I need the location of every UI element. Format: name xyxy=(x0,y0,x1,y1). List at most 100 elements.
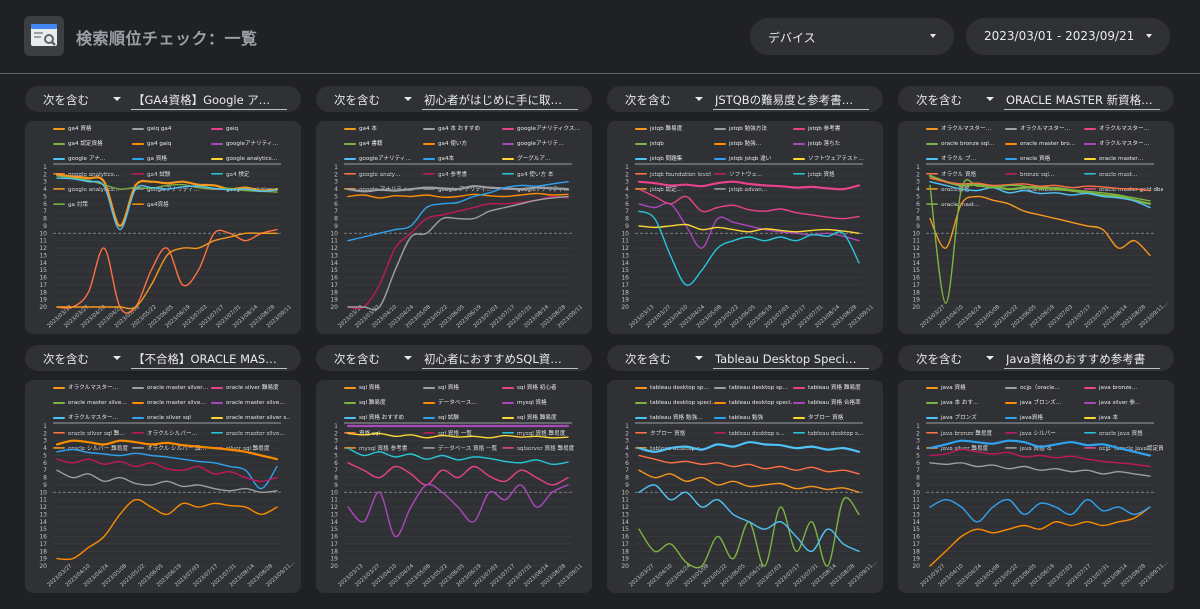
legend-item[interactable]: oracle bronze sql… xyxy=(926,139,1005,150)
legend-item[interactable]: オラクルマスター… xyxy=(926,124,1005,135)
legend-item[interactable]: sql 資格 おすすめ xyxy=(344,413,423,424)
legend-item[interactable]: java資格 xyxy=(1005,413,1084,424)
dropdown-arrow-icon[interactable] xyxy=(695,356,703,360)
legend-item[interactable]: googleアナリティクス… xyxy=(502,124,581,135)
legend-item[interactable]: jstqb 問題集 xyxy=(635,154,714,165)
legend-item[interactable]: データベース… xyxy=(423,398,502,409)
legend-item[interactable]: java silver 参… xyxy=(1084,398,1163,409)
legend-item[interactable]: オラクルマスター… xyxy=(53,413,132,424)
keyword-filter-input[interactable]: 初心者におすすめSQL資格の難易度・勉強方法 xyxy=(424,352,572,366)
legend-item[interactable]: tableau 勉強 xyxy=(714,413,793,424)
legend-item[interactable]: gaiq xyxy=(211,124,290,135)
legend-item[interactable]: ga4資格 xyxy=(132,200,211,211)
legend-item[interactable]: oracle master bro… xyxy=(1005,139,1084,150)
legend-item[interactable]: java 本 xyxy=(1084,413,1163,424)
legend-item[interactable]: jstqb 勉強… xyxy=(714,139,793,150)
legend-item[interactable]: java ブロンズ… xyxy=(1005,398,1084,409)
legend-item[interactable]: java ブロンズ xyxy=(926,413,1005,424)
keyword-filter[interactable]: 次を含む Java資格のおすすめ参考書 xyxy=(898,345,1174,371)
keyword-filter-input[interactable]: JSTQBの難易度と参考書のまとめ xyxy=(715,93,863,107)
keyword-filter[interactable]: 次を含む 初心者におすすめSQL資格の難易度・勉強方法 xyxy=(316,345,592,371)
filter-mode-select[interactable]: 次を含む xyxy=(916,93,962,107)
legend-item[interactable]: オラクルマスター… xyxy=(1084,139,1163,150)
legend-item[interactable]: oracle 資格 xyxy=(1005,154,1084,165)
legend-item[interactable]: java 資格 xyxy=(926,383,1005,394)
legend-item[interactable]: oracle master… xyxy=(1084,154,1163,165)
legend-item[interactable]: jstqb 難易度 xyxy=(635,124,714,135)
device-dropdown[interactable]: デバイス xyxy=(750,18,954,55)
legend-item[interactable]: oracle silver sql xyxy=(132,413,211,424)
legend-item[interactable]: グーグルア… xyxy=(502,154,581,165)
filter-mode-select[interactable]: 次を含む xyxy=(625,93,671,107)
legend-item[interactable]: google アナ… xyxy=(53,154,132,165)
filter-mode-select[interactable]: 次を含む xyxy=(334,93,380,107)
legend-item[interactable]: ga4 本 xyxy=(344,124,423,135)
legend-item[interactable]: jstqb jstqb 違い xyxy=(714,154,793,165)
legend-item[interactable]: ga4 使い方 xyxy=(423,139,502,150)
legend-item[interactable]: oracle master silve… xyxy=(53,398,132,409)
keyword-filter[interactable]: 次を含む JSTQBの難易度と参考書のまとめ xyxy=(607,86,883,112)
keyword-filter-input[interactable]: 初心者がはじめに手に取る「GA4」学習の参考書 xyxy=(424,93,572,107)
legend-item[interactable]: tableau 資格 合格率 xyxy=(793,398,872,409)
dropdown-arrow-icon[interactable] xyxy=(113,97,121,101)
legend-item[interactable]: googleアナリティ… xyxy=(211,139,290,150)
legend-item[interactable]: ocjp（oracle… xyxy=(1005,383,1084,394)
legend-item[interactable]: java 本 おす… xyxy=(926,398,1005,409)
filter-mode-select[interactable]: 次を含む xyxy=(43,93,89,107)
dropdown-arrow-icon[interactable] xyxy=(986,356,994,360)
legend-item[interactable]: googleアナリティ… xyxy=(344,154,423,165)
keyword-filter-input[interactable]: Java資格のおすすめ参考書 xyxy=(1006,352,1146,366)
legend-item[interactable]: mysql 資格 xyxy=(502,398,581,409)
legend-item[interactable]: oracle master silver… xyxy=(132,383,211,394)
legend-item[interactable]: gaiq ga4 xyxy=(132,124,211,135)
dropdown-arrow-icon[interactable] xyxy=(404,356,412,360)
legend-item[interactable]: ga 対策 xyxy=(53,200,132,211)
legend-item[interactable]: sql 資格 難易度 xyxy=(502,413,581,424)
legend-item[interactable]: オラクルマスター… xyxy=(1084,124,1163,135)
filter-mode-select[interactable]: 次を含む xyxy=(916,352,962,366)
legend-item[interactable]: jstqb 参考書 xyxy=(793,124,872,135)
filter-mode-select[interactable]: 次を含む xyxy=(334,352,380,366)
legend-item[interactable]: オラクルマスター… xyxy=(1005,124,1084,135)
legend-item[interactable]: sql 資格 xyxy=(344,383,423,394)
keyword-filter-input[interactable]: ORACLE MASTER 新資格体系 Gold DBA 2019 合格体験記 xyxy=(1006,93,1154,107)
legend-item[interactable]: tableau 資格 難易度 xyxy=(793,383,872,394)
legend-item[interactable]: オラクルマスター… xyxy=(53,383,132,394)
legend-item[interactable]: tableau desktop sp… xyxy=(635,383,714,394)
legend-item[interactable]: sql 難易度 xyxy=(344,398,423,409)
legend-item[interactable]: タブロー 資格 xyxy=(793,413,872,424)
keyword-filter[interactable]: 次を含む 【不合格】ORACLE MASTER Silver SQL 2019 体… xyxy=(25,345,301,371)
legend-item[interactable]: jstqb xyxy=(635,139,714,150)
keyword-filter-input[interactable]: 【GA4資格】Google アナリティクス認定資格 xyxy=(133,93,281,107)
legend-item[interactable]: googleアナリテ… xyxy=(502,139,581,150)
legend-item[interactable]: ga4 書籍 xyxy=(344,139,423,150)
legend-item[interactable]: tableau desktop speci… xyxy=(635,398,714,409)
keyword-filter-input[interactable]: Tableau Desktop Specialistを受験した話 xyxy=(715,352,863,366)
legend-item[interactable]: google analytics… xyxy=(211,154,290,165)
dropdown-arrow-icon[interactable] xyxy=(695,97,703,101)
legend-item[interactable]: oracle master silve… xyxy=(211,398,290,409)
legend-item[interactable]: sql 試験 xyxy=(423,413,502,424)
dropdown-arrow-icon[interactable] xyxy=(113,356,121,360)
filter-mode-select[interactable]: 次を含む xyxy=(625,352,671,366)
legend-item[interactable]: jstqb 落ちた xyxy=(793,139,872,150)
keyword-filter[interactable]: 次を含む ORACLE MASTER 新資格体系 Gold DBA 2019 合格… xyxy=(898,86,1174,112)
keyword-filter-input[interactable]: 【不合格】ORACLE MASTER Silver SQL 2019 体験記 xyxy=(133,352,281,366)
legend-item[interactable]: ga4 本 おすすめ xyxy=(423,124,502,135)
legend-item[interactable]: oracle silver 難易度 xyxy=(211,383,290,394)
legend-item[interactable]: ga4 認定資格 xyxy=(53,139,132,150)
legend-item[interactable]: ga 資格 xyxy=(132,154,211,165)
legend-item[interactable]: jstqb 勉強方法 xyxy=(714,124,793,135)
legend-item[interactable]: oracle master silve… xyxy=(132,398,211,409)
legend-item[interactable]: ga4 gaiq xyxy=(132,139,211,150)
legend-item[interactable]: sql 資格 初心者 xyxy=(502,383,581,394)
legend-item[interactable]: java bronze… xyxy=(1084,383,1163,394)
legend-item[interactable]: tableau desktop speci… xyxy=(714,398,793,409)
keyword-filter[interactable]: 次を含む 【GA4資格】Google アナリティクス認定資格 xyxy=(25,86,301,112)
date-range-picker[interactable]: 2023/03/01 - 2023/09/21 xyxy=(966,18,1170,55)
keyword-filter[interactable]: 次を含む 初心者がはじめに手に取る「GA4」学習の参考書 xyxy=(316,86,592,112)
legend-item[interactable]: oracle master silver s… xyxy=(211,413,290,424)
legend-item[interactable]: ga4 資格 xyxy=(53,124,132,135)
legend-item[interactable]: tableau 資格 勉強… xyxy=(635,413,714,424)
legend-item[interactable]: オラクル ブ… xyxy=(926,154,1005,165)
